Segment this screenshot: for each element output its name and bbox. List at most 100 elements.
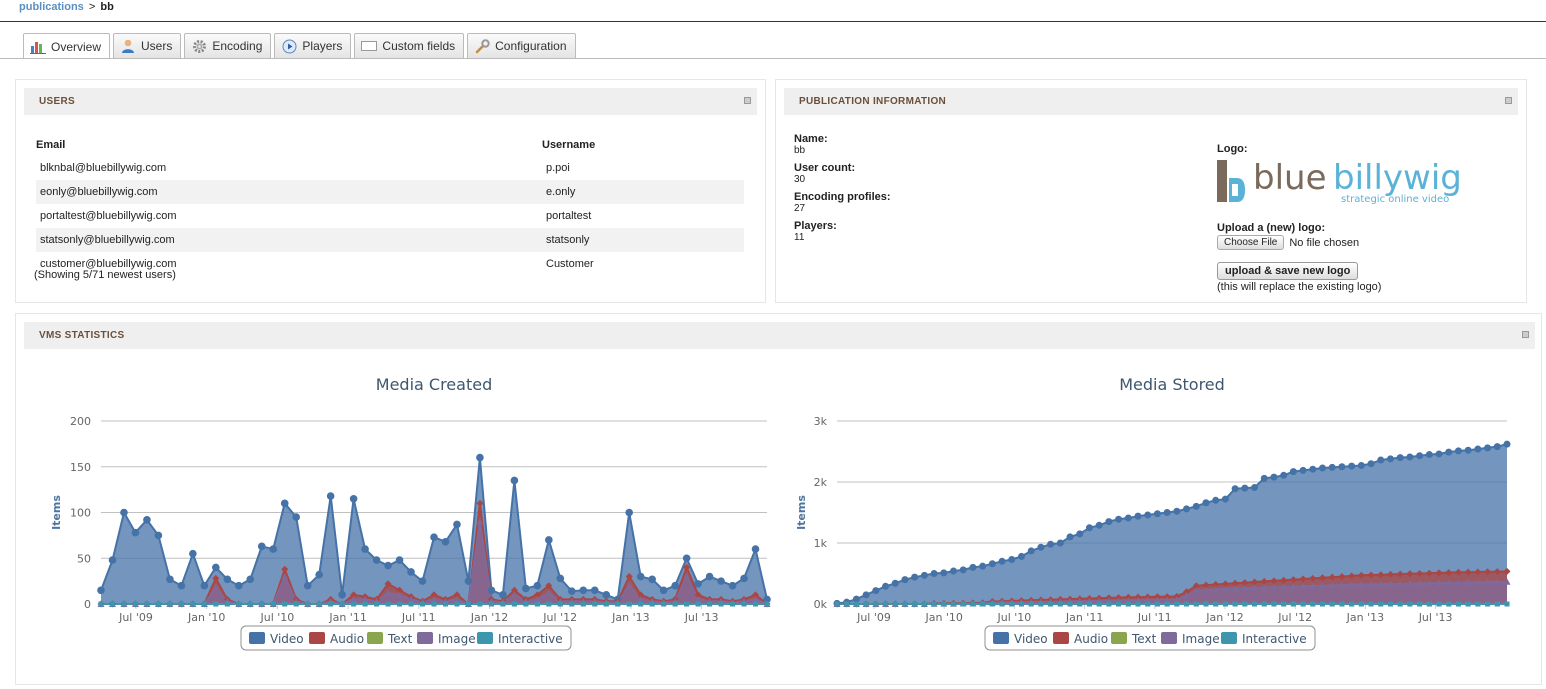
tab-players[interactable]: Players	[274, 33, 352, 58]
x-tick-label: Jan '12	[470, 611, 508, 624]
legend-label: Image	[1182, 632, 1220, 646]
data-point	[1241, 579, 1249, 587]
data-point	[522, 584, 530, 593]
data-point	[200, 581, 209, 590]
y-tick-label: 3k	[814, 415, 828, 428]
data-point	[1202, 581, 1210, 589]
data-point	[1260, 577, 1268, 585]
data-point	[1386, 580, 1394, 587]
collapse-toggle-icon[interactable]	[744, 97, 751, 104]
tab-label: Overview	[51, 39, 102, 54]
bar-chart-icon	[30, 39, 46, 55]
data-point	[1338, 463, 1346, 471]
legend-swatch	[249, 632, 265, 644]
collapse-toggle-icon[interactable]	[1522, 331, 1529, 338]
data-point	[707, 601, 713, 607]
data-point	[705, 572, 714, 581]
tab-label: Custom fields	[382, 39, 456, 53]
data-point	[988, 560, 996, 568]
data-point	[1193, 601, 1199, 607]
data-point	[941, 601, 947, 607]
data-point	[1426, 601, 1432, 607]
data-point	[602, 591, 611, 599]
legend-label: Audio	[330, 632, 364, 646]
breadcrumb-separator: >	[88, 1, 96, 13]
data-point	[1464, 579, 1472, 586]
tab-custom-fields[interactable]: Custom fields	[354, 33, 465, 58]
data-point	[1192, 582, 1200, 590]
data-point	[1048, 601, 1054, 607]
tab-label: Encoding	[212, 39, 263, 53]
logo-text-blue: blue	[1253, 158, 1327, 198]
user-email: statsonly@bluebillywig.com	[36, 228, 542, 252]
breadcrumb-publications-link[interactable]: publications	[19, 1, 84, 13]
data-point	[960, 601, 966, 607]
collapse-toggle-icon[interactable]	[1505, 97, 1512, 104]
data-point	[1241, 484, 1249, 492]
choose-file-button[interactable]: Choose File	[1217, 235, 1285, 250]
data-point	[1281, 601, 1287, 607]
data-point	[315, 570, 323, 579]
data-point	[636, 572, 645, 581]
data-point	[212, 574, 220, 582]
data-point	[234, 581, 243, 590]
data-point	[1085, 524, 1093, 532]
tab-overview[interactable]: Overview	[23, 33, 111, 59]
data-point	[533, 595, 541, 603]
user-username: p.poi	[546, 162, 570, 174]
data-point	[316, 601, 322, 607]
data-point	[1163, 509, 1171, 516]
data-point	[911, 573, 919, 581]
data-point	[590, 586, 599, 595]
data-point	[1407, 601, 1413, 607]
data-point	[863, 601, 869, 607]
data-point	[1493, 443, 1501, 451]
data-point	[1406, 580, 1414, 587]
data-point	[912, 601, 918, 607]
data-point	[1270, 473, 1278, 481]
data-point	[349, 494, 358, 503]
data-point	[902, 601, 908, 607]
x-tick-label: Jul '12	[542, 611, 577, 624]
tab-configuration[interactable]: Configuration	[467, 33, 576, 58]
data-point	[1125, 601, 1131, 607]
data-point	[1474, 568, 1482, 576]
data-point	[487, 586, 496, 595]
chart-legend: Video Audio Text Image Interactive	[984, 625, 1316, 651]
y-tick-label: 50	[77, 552, 91, 565]
data-point	[1251, 584, 1259, 591]
tab-users[interactable]: Users	[113, 33, 182, 58]
data-point	[1454, 568, 1462, 576]
legend-label: Video	[1014, 632, 1048, 646]
data-point	[1357, 571, 1365, 579]
users-table: Email Username blknbal@bluebillywig.com …	[36, 130, 744, 276]
data-point	[1077, 601, 1083, 607]
data-point	[442, 601, 448, 607]
data-point	[1028, 601, 1034, 607]
data-point	[476, 518, 484, 525]
data-point	[1309, 582, 1317, 590]
data-point	[408, 601, 414, 607]
data-point	[281, 565, 289, 573]
data-point	[510, 591, 518, 598]
tab-divider	[0, 58, 1546, 59]
tab-encoding[interactable]: Encoding	[184, 33, 272, 58]
y-axis-label: Items	[50, 495, 63, 530]
data-point	[752, 591, 760, 599]
data-point	[1386, 455, 1394, 463]
upload-save-logo-button[interactable]: upload & save new logo	[1217, 262, 1359, 280]
x-tick-label: Jul '09	[118, 611, 153, 624]
data-point	[1475, 601, 1481, 607]
data-point	[930, 570, 938, 577]
data-point	[1183, 588, 1191, 596]
data-point	[454, 601, 460, 607]
data-point	[672, 601, 678, 607]
data-point	[533, 581, 542, 590]
x-tick-label: Jan '11	[1065, 611, 1103, 624]
data-point	[950, 567, 958, 575]
data-point	[418, 577, 427, 585]
x-tick-label: Jan '12	[1205, 611, 1243, 624]
data-point	[1406, 570, 1414, 578]
data-point	[1037, 543, 1045, 551]
data-point	[339, 601, 345, 607]
